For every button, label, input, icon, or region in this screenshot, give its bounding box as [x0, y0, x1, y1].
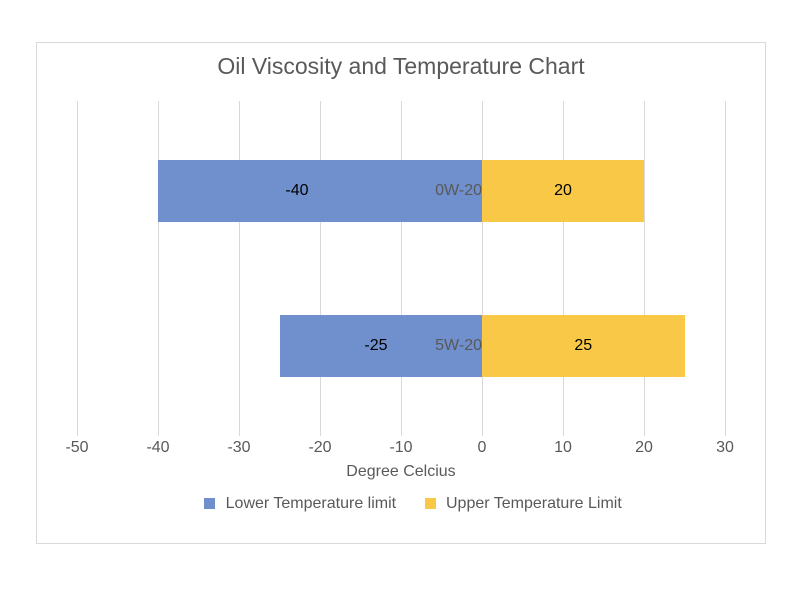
x-tick-label: -20 [308, 439, 331, 457]
legend: Lower Temperature limit Upper Temperatur… [37, 495, 765, 513]
legend-swatch-lower [204, 498, 215, 509]
x-tick-label: -50 [65, 439, 88, 457]
gridline [239, 101, 240, 436]
gridline [644, 101, 645, 436]
legend-swatch-upper [425, 498, 436, 509]
x-tick-label: -10 [389, 439, 412, 457]
bar-value-label: -25 [364, 337, 387, 355]
chart-title: Oil Viscosity and Temperature Chart [37, 53, 765, 80]
chart-frame: Oil Viscosity and Temperature Chart -50-… [36, 42, 766, 544]
x-tick-label: -40 [146, 439, 169, 457]
gridline [563, 101, 564, 436]
legend-label-upper: Upper Temperature Limit [446, 495, 622, 512]
plot-area: -50-40-30-20-100102030Degree Celcius-400… [77, 101, 725, 436]
bar-upper: 25 [482, 315, 685, 377]
x-tick-label: 30 [716, 439, 734, 457]
x-tick-label: 10 [554, 439, 572, 457]
gridline [401, 101, 402, 436]
bar-value-label: 20 [554, 182, 572, 200]
x-tick-label: 0 [478, 439, 487, 457]
bar-upper: 20 [482, 160, 644, 222]
x-axis-label: Degree Celcius [77, 463, 725, 481]
category-label: 0W-20 [412, 160, 490, 222]
gridline [77, 101, 78, 436]
category-label: 5W-20 [412, 315, 490, 377]
gridline [482, 101, 483, 436]
bar-value-label: -40 [285, 182, 308, 200]
bar-value-label: 25 [574, 337, 592, 355]
gridline [320, 101, 321, 436]
gridline [725, 101, 726, 436]
x-tick-label: 20 [635, 439, 653, 457]
gridline [158, 101, 159, 436]
x-tick-label: -30 [227, 439, 250, 457]
legend-label-lower: Lower Temperature limit [226, 495, 396, 512]
